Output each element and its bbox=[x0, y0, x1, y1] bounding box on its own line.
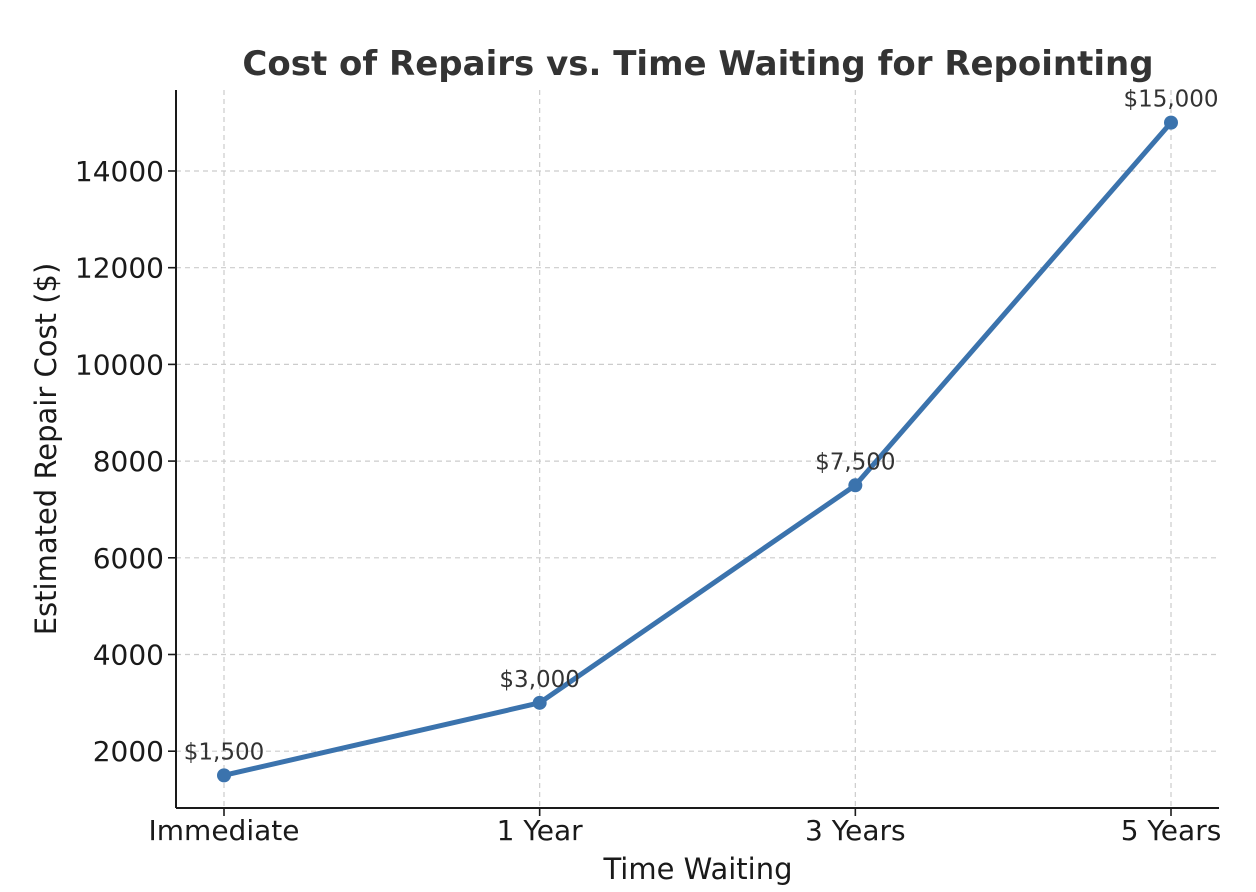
grid-lines bbox=[176, 90, 1219, 808]
tick-labels: 2000 4000 6000 8000 10000 12000 14000 Immediate… bbox=[75, 155, 1221, 847]
y-axis-label: Estimated Repair Cost ($) bbox=[29, 263, 63, 636]
data-point bbox=[848, 478, 863, 493]
y-tick-label: 10000 bbox=[75, 348, 164, 381]
x-tick-label: 1 Year bbox=[497, 814, 583, 847]
x-axis-label: Time Waiting bbox=[602, 852, 792, 886]
series-line bbox=[217, 115, 1178, 783]
y-tick-label: 4000 bbox=[93, 638, 164, 671]
y-tick-label: 6000 bbox=[93, 542, 164, 575]
axes bbox=[175, 90, 1219, 809]
y-tick-label: 14000 bbox=[75, 155, 164, 188]
data-point bbox=[217, 768, 231, 783]
data-point-label: $1,500 bbox=[184, 739, 264, 765]
x-tick-label: Immediate bbox=[149, 814, 300, 847]
chart-title: Cost of Repairs vs. Time Waiting for Rep… bbox=[242, 44, 1153, 84]
x-tick-label: 5 Years bbox=[1121, 814, 1222, 847]
data-point-label: $15,000 bbox=[1123, 87, 1218, 113]
x-tick-label: 3 Years bbox=[805, 814, 906, 847]
y-tick-label: 12000 bbox=[75, 252, 164, 285]
series-polyline bbox=[221, 120, 1174, 778]
data-point-label: $3,000 bbox=[499, 667, 579, 693]
data-labels: $1,500 $3,000 $7,500 $15,000 bbox=[184, 87, 1219, 766]
y-tick-label: 8000 bbox=[93, 445, 164, 478]
data-point bbox=[532, 695, 547, 710]
data-point bbox=[1164, 115, 1178, 130]
data-point-label: $7,500 bbox=[815, 449, 895, 475]
y-tick-label: 2000 bbox=[93, 735, 164, 768]
